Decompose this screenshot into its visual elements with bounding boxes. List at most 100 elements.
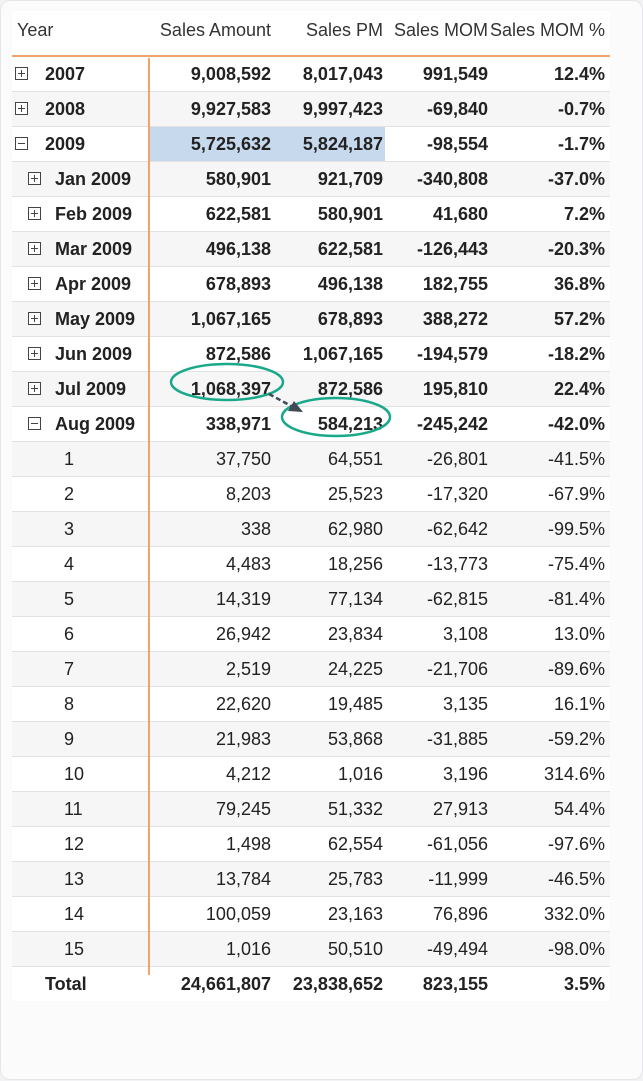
cell-sales-pm[interactable]: 496,138 — [317, 274, 383, 294]
cell-sales-mom-pct[interactable]: -99.5% — [547, 519, 605, 539]
cell-sales-amount[interactable]: 678,893 — [205, 274, 271, 294]
cell-sales-mom-pct[interactable]: -18.2% — [547, 344, 605, 364]
cell-sales-mom-pct[interactable]: -75.4% — [547, 554, 605, 574]
cell-sales-mom-pct[interactable]: -41.5% — [547, 449, 605, 469]
cell-sales-pm[interactable]: 62,980 — [327, 519, 383, 539]
cell-sales-amount[interactable]: 9,008,592 — [190, 64, 271, 84]
cell-sales-mom[interactable]: -62,642 — [426, 519, 488, 539]
cell-sales-amount[interactable]: 496,138 — [205, 239, 271, 259]
minus-box-icon[interactable] — [15, 137, 28, 150]
cell-sales-pm[interactable]: 19,485 — [327, 694, 383, 714]
cell-sales-mom[interactable]: -26,801 — [426, 449, 488, 469]
cell-sales-amount[interactable]: 338,971 — [205, 414, 271, 434]
cell-sales-pm[interactable]: 622,581 — [317, 239, 383, 259]
cell-sales-pm[interactable]: 921,709 — [317, 169, 383, 189]
cell-sales-pm[interactable]: 584,213 — [317, 414, 383, 434]
cell-sales-mom[interactable]: -11,999 — [428, 869, 488, 889]
cell-sales-mom[interactable]: -21,706 — [426, 659, 488, 679]
plus-box-icon[interactable] — [28, 277, 41, 290]
cell-sales-mom-pct[interactable]: 57.2% — [553, 309, 605, 329]
cell-sales-pm[interactable]: 25,783 — [327, 869, 383, 889]
cell-sales-pm[interactable]: 18,256 — [327, 554, 383, 574]
cell-sales-mom[interactable]: 3,196 — [442, 764, 488, 784]
cell-sales-mom[interactable]: 3,108 — [442, 624, 488, 644]
cell-sales-mom-pct[interactable]: 13.0% — [553, 624, 605, 644]
cell-sales-pm[interactable]: 51,332 — [327, 799, 383, 819]
cell-sales-mom[interactable]: -194,579 — [416, 344, 488, 364]
cell-sales-mom[interactable]: 3,135 — [442, 694, 488, 714]
cell-sales-mom-pct[interactable]: -98.0% — [547, 939, 605, 959]
plus-box-icon[interactable] — [28, 207, 41, 220]
cell-sales-amount[interactable]: 1,016 — [225, 939, 271, 959]
plus-box-icon[interactable] — [28, 312, 41, 325]
cell-sales-amount[interactable]: 1,068,397 — [190, 379, 271, 399]
cell-sales-mom-pct[interactable]: -0.7% — [557, 99, 605, 119]
cell-sales-pm[interactable]: 53,868 — [327, 729, 383, 749]
cell-sales-pm[interactable]: 1,016 — [337, 764, 383, 784]
cell-sales-mom-pct[interactable]: 54.4% — [553, 799, 605, 819]
cell-sales-amount[interactable]: 8,203 — [225, 484, 271, 504]
cell-sales-pm[interactable]: 77,134 — [327, 589, 383, 609]
cell-sales-mom[interactable]: -17,320 — [426, 484, 488, 504]
col-header-sales-mom-pct[interactable]: Sales MOM % — [489, 20, 605, 40]
cell-sales-pm[interactable]: 62,554 — [327, 834, 383, 854]
cell-sales-mom[interactable]: -98,554 — [426, 134, 488, 154]
cell-sales-pm[interactable]: 64,551 — [327, 449, 383, 469]
cell-sales-pm[interactable]: 23,834 — [327, 624, 383, 644]
cell-sales-mom[interactable]: 76,896 — [432, 904, 488, 924]
cell-sales-amount[interactable]: 4,483 — [225, 554, 271, 574]
cell-sales-amount[interactable]: 79,245 — [215, 799, 271, 819]
cell-sales-mom[interactable]: 388,272 — [422, 309, 488, 329]
cell-sales-mom[interactable]: 41,680 — [432, 204, 488, 224]
plus-box-icon[interactable] — [15, 67, 28, 80]
cell-sales-amount[interactable]: 1,067,165 — [190, 309, 271, 329]
plus-box-icon[interactable] — [28, 347, 41, 360]
minus-box-icon[interactable] — [28, 417, 41, 430]
cell-sales-amount[interactable]: 9,927,583 — [190, 99, 271, 119]
cell-sales-amount[interactable]: 1,498 — [225, 834, 271, 854]
cell-sales-mom[interactable]: -62,815 — [426, 589, 488, 609]
cell-sales-pm[interactable]: 9,997,423 — [302, 99, 383, 119]
plus-box-icon[interactable] — [28, 242, 41, 255]
cell-sales-amount[interactable]: 872,586 — [205, 344, 271, 364]
col-header-year[interactable]: Year — [17, 20, 54, 40]
cell-sales-amount[interactable]: 14,319 — [215, 589, 271, 609]
cell-sales-mom-pct[interactable]: 12.4% — [553, 64, 605, 84]
cell-sales-amount[interactable]: 13,784 — [215, 869, 271, 889]
cell-sales-mom[interactable]: -245,242 — [416, 414, 488, 434]
cell-sales-mom[interactable]: 195,810 — [422, 379, 488, 399]
plus-box-icon[interactable] — [28, 382, 41, 395]
cell-sales-amount[interactable]: 100,059 — [205, 904, 271, 924]
cell-sales-pm[interactable]: 678,893 — [317, 309, 383, 329]
cell-sales-mom-pct[interactable]: 36.8% — [553, 274, 605, 294]
plus-box-icon[interactable] — [15, 102, 28, 115]
cell-sales-mom-pct[interactable]: -42.0% — [547, 414, 605, 434]
cell-sales-pm[interactable]: 50,510 — [327, 939, 383, 959]
cell-sales-pm[interactable]: 872,586 — [317, 379, 383, 399]
cell-sales-mom[interactable]: -126,443 — [416, 239, 488, 259]
cell-sales-pm[interactable]: 5,824,187 — [302, 134, 383, 154]
cell-sales-mom[interactable]: 991,549 — [422, 64, 488, 84]
cell-sales-mom-pct[interactable]: 332.0% — [543, 904, 605, 924]
cell-sales-mom-pct[interactable]: 7.2% — [563, 204, 605, 224]
cell-sales-pm[interactable]: 8,017,043 — [302, 64, 383, 84]
cell-sales-mom[interactable]: -340,808 — [416, 169, 488, 189]
cell-sales-mom[interactable]: 182,755 — [422, 274, 488, 294]
cell-sales-mom-pct[interactable]: -37.0% — [547, 169, 605, 189]
cell-sales-amount[interactable]: 4,212 — [225, 764, 271, 784]
cell-sales-pm[interactable]: 23,163 — [327, 904, 383, 924]
cell-sales-pm[interactable]: 580,901 — [317, 204, 383, 224]
cell-sales-mom[interactable]: -49,494 — [426, 939, 488, 959]
cell-sales-amount[interactable]: 22,620 — [215, 694, 271, 714]
cell-sales-amount[interactable]: 338 — [240, 519, 271, 539]
cell-sales-mom-pct[interactable]: -20.3% — [547, 239, 605, 259]
cell-sales-mom-pct[interactable]: -1.7% — [557, 134, 605, 154]
cell-sales-mom[interactable]: -13,773 — [426, 554, 488, 574]
col-header-sales-pm[interactable]: Sales PM — [305, 20, 383, 40]
cell-sales-mom[interactable]: -31,885 — [426, 729, 488, 749]
cell-sales-mom-pct[interactable]: 314.6% — [543, 764, 605, 784]
cell-sales-amount[interactable]: 5,725,632 — [190, 134, 271, 154]
cell-sales-mom-pct[interactable]: -46.5% — [547, 869, 605, 889]
cell-sales-amount[interactable]: 580,901 — [205, 169, 271, 189]
cell-sales-mom-pct[interactable]: -97.6% — [547, 834, 605, 854]
